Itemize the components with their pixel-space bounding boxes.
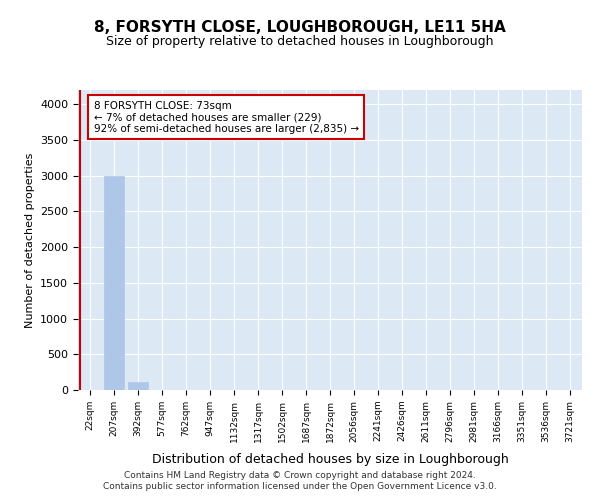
Y-axis label: Number of detached properties: Number of detached properties	[25, 152, 35, 328]
Text: Contains HM Land Registry data © Crown copyright and database right 2024.: Contains HM Land Registry data © Crown c…	[124, 471, 476, 480]
X-axis label: Distribution of detached houses by size in Loughborough: Distribution of detached houses by size …	[152, 453, 508, 466]
Bar	[104, 176, 124, 390]
Text: Size of property relative to detached houses in Loughborough: Size of property relative to detached ho…	[106, 35, 494, 48]
Bar	[128, 382, 148, 390]
Text: Contains public sector information licensed under the Open Government Licence v3: Contains public sector information licen…	[103, 482, 497, 491]
Text: 8 FORSYTH CLOSE: 73sqm
← 7% of detached houses are smaller (229)
92% of semi-det: 8 FORSYTH CLOSE: 73sqm ← 7% of detached …	[94, 100, 359, 134]
Text: 8, FORSYTH CLOSE, LOUGHBOROUGH, LE11 5HA: 8, FORSYTH CLOSE, LOUGHBOROUGH, LE11 5HA	[94, 20, 506, 35]
